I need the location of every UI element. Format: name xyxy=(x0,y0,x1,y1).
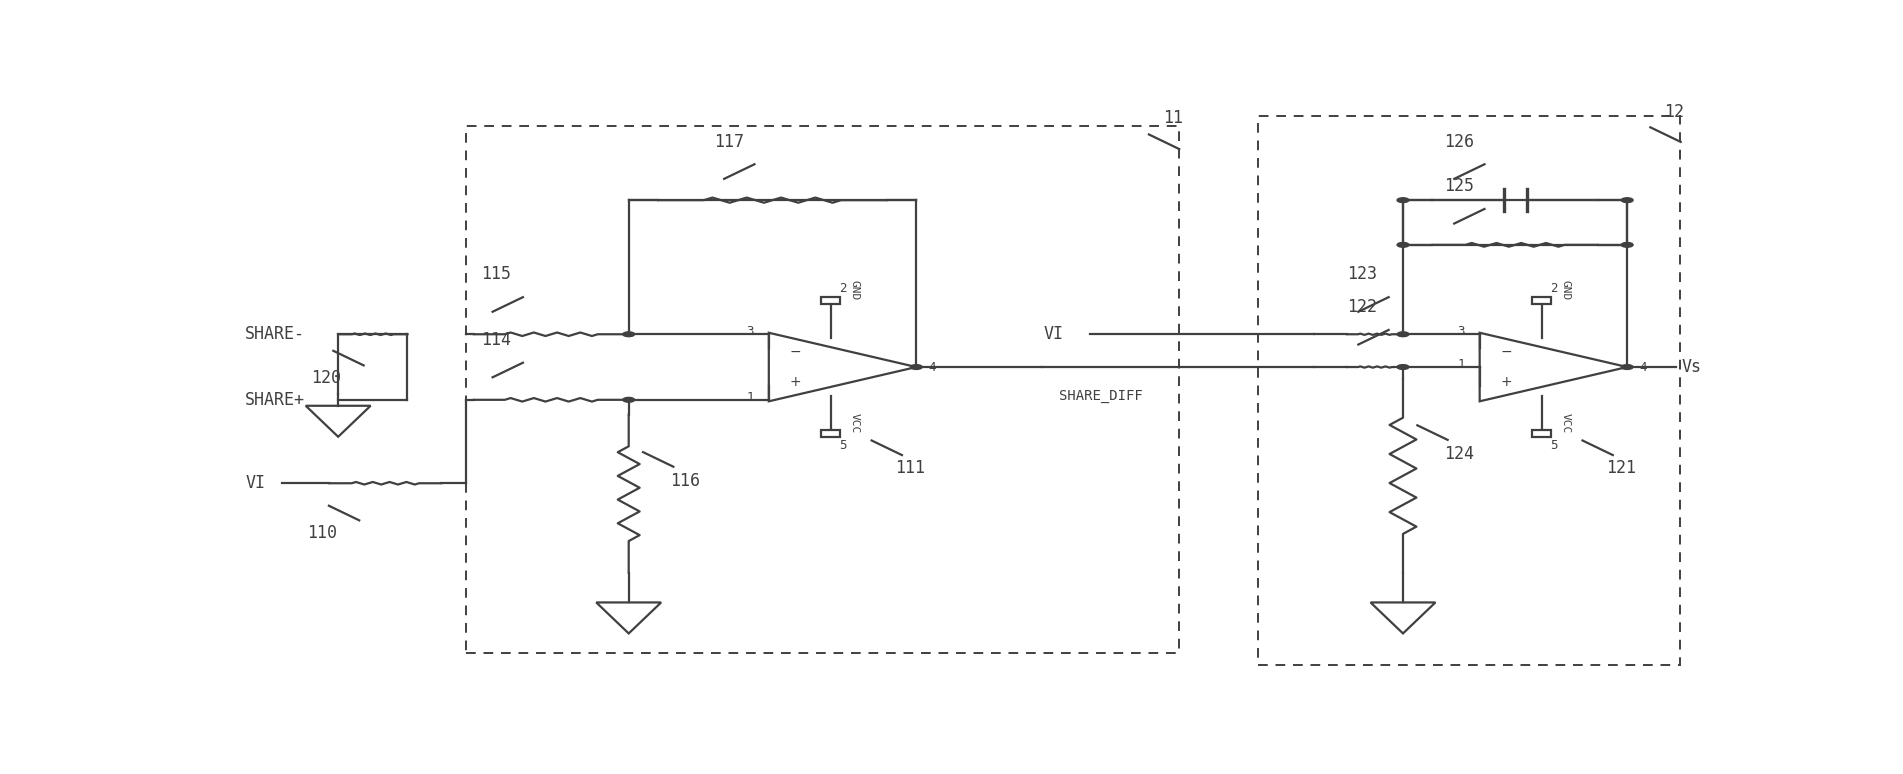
Text: 110: 110 xyxy=(306,524,337,542)
Bar xyxy=(1532,430,1551,437)
Text: 5: 5 xyxy=(1551,439,1559,452)
Text: 1: 1 xyxy=(746,391,754,404)
Text: 114: 114 xyxy=(481,331,512,349)
Text: GND: GND xyxy=(851,280,860,300)
Circle shape xyxy=(1397,332,1408,337)
Text: 3: 3 xyxy=(1458,325,1465,338)
Circle shape xyxy=(622,332,634,337)
Circle shape xyxy=(1397,198,1408,203)
Circle shape xyxy=(910,365,923,369)
Text: 117: 117 xyxy=(714,132,744,150)
Text: 1: 1 xyxy=(1458,358,1465,372)
Text: 122: 122 xyxy=(1347,298,1376,317)
Circle shape xyxy=(1621,365,1633,369)
Text: SHARE-: SHARE- xyxy=(245,325,304,343)
Text: 111: 111 xyxy=(896,459,925,477)
Circle shape xyxy=(1397,242,1408,247)
Circle shape xyxy=(622,397,634,402)
Text: 4: 4 xyxy=(929,361,936,374)
Bar xyxy=(822,430,841,437)
Text: 116: 116 xyxy=(670,472,700,490)
Text: SHARE+: SHARE+ xyxy=(245,391,304,409)
Text: 115: 115 xyxy=(481,265,512,283)
Text: 5: 5 xyxy=(839,439,847,452)
Text: +: + xyxy=(790,375,801,389)
Circle shape xyxy=(1621,198,1633,203)
Text: 125: 125 xyxy=(1444,177,1475,195)
Circle shape xyxy=(1621,242,1633,247)
Text: 123: 123 xyxy=(1347,265,1376,283)
Text: −: − xyxy=(790,345,801,359)
Text: Vs: Vs xyxy=(1682,358,1701,376)
Text: 124: 124 xyxy=(1444,445,1475,464)
Text: 120: 120 xyxy=(312,369,341,387)
Text: VI: VI xyxy=(245,474,265,492)
Text: 4: 4 xyxy=(1638,361,1646,374)
Circle shape xyxy=(1397,365,1408,369)
Text: VCC: VCC xyxy=(1560,413,1570,433)
Bar xyxy=(1532,296,1551,304)
Text: SHARE_DIFF: SHARE_DIFF xyxy=(1060,389,1144,402)
Text: +: + xyxy=(1500,375,1513,389)
Text: 126: 126 xyxy=(1444,132,1475,150)
Text: 3: 3 xyxy=(746,325,754,338)
Text: 11: 11 xyxy=(1163,108,1184,127)
Text: 121: 121 xyxy=(1606,459,1637,477)
Text: −: − xyxy=(1500,345,1513,359)
Text: VCC: VCC xyxy=(851,413,860,433)
Bar xyxy=(822,296,841,304)
Text: 2: 2 xyxy=(839,283,847,295)
Text: VI: VI xyxy=(1043,325,1064,343)
Text: 12: 12 xyxy=(1665,103,1684,121)
Text: 2: 2 xyxy=(1551,283,1559,295)
Text: GND: GND xyxy=(1560,280,1570,300)
